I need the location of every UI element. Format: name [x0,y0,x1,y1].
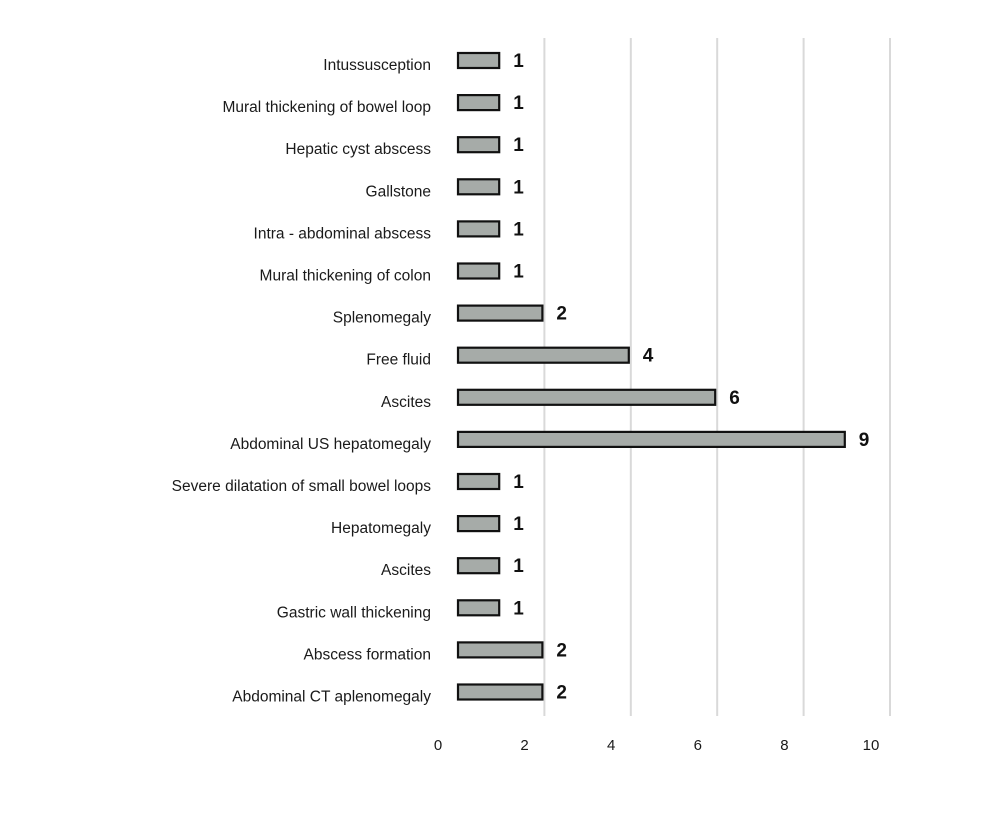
category-label: Free fluid [366,352,431,369]
category-label: Gastric wall thickening [277,604,431,621]
value-label: 1 [513,556,524,577]
value-label: 1 [513,51,524,72]
grid-lines [543,38,891,716]
bar [456,557,501,575]
bars [456,51,846,701]
value-label: 4 [643,346,654,367]
category-label: Ascites [381,562,431,579]
category-label: Mural thickening of colon [260,268,431,285]
category-label: Hepatic cyst abscess [285,141,431,158]
value-labels: 1 1 1 1 1 1 2 4 6 9 1 1 1 1 2 2 [513,51,869,704]
category-label: Abscess formation [304,646,432,663]
category-label: Abdominal US hepatomegaly [230,436,431,453]
x-axis-tick-labels: 0 2 4 6 8 10 [434,737,880,754]
value-label: 2 [556,683,567,704]
bar [456,641,544,659]
bar [456,262,501,280]
value-label: 1 [513,472,524,493]
bar [456,346,630,364]
bar [456,178,501,196]
category-label: Intussusception [323,57,431,74]
category-label: Intra - abdominal abscess [254,225,432,242]
bar [456,683,544,701]
bar [456,93,501,112]
bar [456,136,501,154]
category-label: Ascites [381,394,431,411]
x-tick-label: 10 [863,737,880,754]
value-label: 1 [513,598,524,619]
value-label: 1 [513,262,524,283]
value-label: 1 [513,177,524,198]
value-label: 2 [556,304,567,325]
x-tick-label: 2 [520,737,528,754]
category-labels: Intussusception Mural thickening of bowel… [172,57,432,706]
value-label: 6 [729,388,740,409]
value-label: 1 [513,514,524,535]
x-tick-label: 0 [434,737,442,754]
bar [456,430,846,448]
bar [456,304,544,322]
value-label: 1 [513,135,524,156]
category-label: Abdominal CT aplenomegaly [232,689,431,706]
value-label: 1 [513,219,524,240]
x-tick-label: 4 [607,737,615,754]
bar [456,514,501,533]
value-label: 2 [556,640,567,661]
category-label: Splenomegaly [333,310,431,327]
category-label: Mural thickening of bowel loop [222,99,431,116]
category-label: Gallstone [366,183,431,200]
value-label: 1 [513,93,524,114]
bar [456,472,501,491]
value-label: 9 [859,430,870,451]
bar [456,599,501,617]
x-tick-label: 8 [780,737,788,754]
category-label: Severe dilatation of small bowel loops [172,478,432,495]
category-label: Hepatomegaly [331,520,431,537]
bar [456,220,501,238]
x-tick-label: 6 [694,737,702,754]
bar [456,388,717,406]
bar [456,51,501,70]
